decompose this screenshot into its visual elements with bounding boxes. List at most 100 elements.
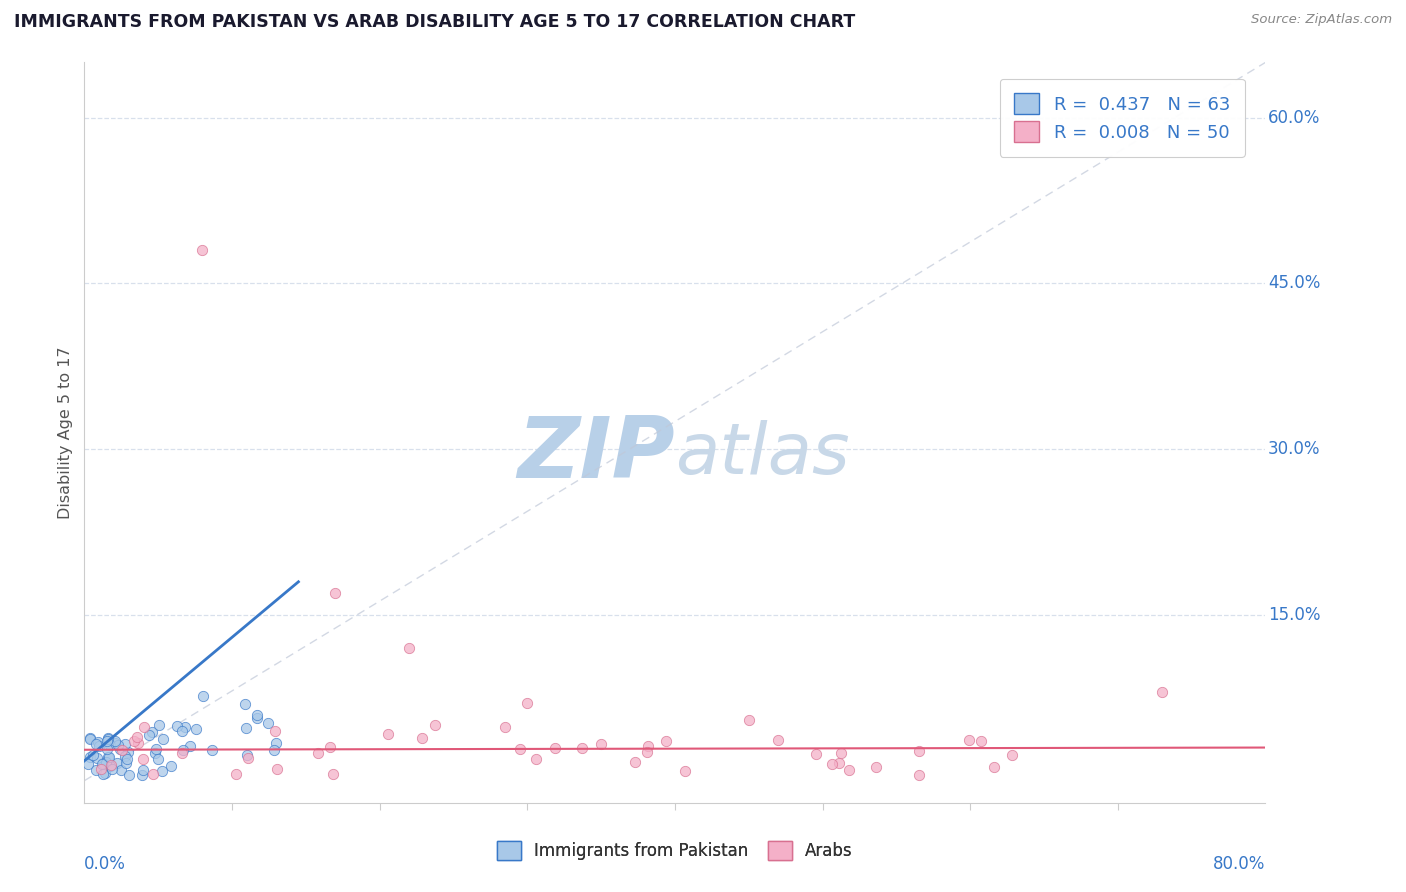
- Point: [101, 762, 124, 776]
- Point: [91, 756, 114, 771]
- Point: [908, 768, 931, 782]
- Text: 80.0%: 80.0%: [1213, 855, 1265, 872]
- Text: atlas: atlas: [675, 420, 849, 490]
- Point: [907, 743, 929, 757]
- Point: [132, 720, 155, 734]
- Point: [307, 746, 329, 760]
- Point: [111, 743, 134, 757]
- Point: [97, 731, 120, 745]
- Point: [423, 718, 446, 732]
- Point: [89, 739, 111, 754]
- Text: IMMIGRANTS FROM PAKISTAN VS ARAB DISABILITY AGE 5 TO 17 CORRELATION CHART: IMMIGRANTS FROM PAKISTAN VS ARAB DISABIL…: [14, 13, 855, 31]
- Point: [524, 752, 547, 766]
- Point: [77, 756, 100, 771]
- Point: [125, 730, 148, 744]
- Point: [170, 746, 193, 760]
- Point: [1001, 748, 1024, 763]
- Point: [201, 743, 224, 757]
- Point: [637, 739, 659, 754]
- Point: [509, 742, 531, 756]
- Text: 30.0%: 30.0%: [1268, 440, 1320, 458]
- Point: [94, 766, 117, 780]
- Point: [325, 586, 347, 600]
- Point: [128, 736, 150, 750]
- Point: [191, 689, 214, 703]
- Point: [82, 747, 104, 762]
- Point: [114, 737, 136, 751]
- Point: [138, 728, 160, 742]
- Point: [114, 756, 136, 770]
- Point: [79, 731, 101, 746]
- Point: [494, 720, 516, 734]
- Point: [96, 734, 118, 748]
- Point: [110, 763, 132, 777]
- Point: [184, 722, 207, 736]
- Point: [98, 759, 121, 773]
- Point: [264, 723, 287, 738]
- Point: [571, 740, 593, 755]
- Point: [145, 742, 167, 756]
- Point: [79, 750, 101, 764]
- Point: [96, 742, 118, 756]
- Point: [107, 738, 129, 752]
- Point: [838, 763, 860, 777]
- Point: [738, 713, 761, 727]
- Point: [91, 757, 114, 772]
- Point: [104, 734, 127, 748]
- Point: [131, 768, 153, 782]
- Point: [160, 759, 183, 773]
- Point: [235, 721, 257, 735]
- Y-axis label: Disability Age 5 to 17: Disability Age 5 to 17: [58, 346, 73, 519]
- Point: [828, 756, 851, 771]
- Point: [148, 751, 170, 765]
- Point: [100, 758, 122, 772]
- Point: [172, 742, 194, 756]
- Point: [322, 766, 344, 780]
- Point: [115, 752, 138, 766]
- Text: Source: ZipAtlas.com: Source: ZipAtlas.com: [1251, 13, 1392, 27]
- Point: [957, 732, 980, 747]
- Point: [142, 766, 165, 780]
- Point: [266, 762, 288, 776]
- Point: [166, 719, 188, 733]
- Point: [654, 734, 676, 748]
- Text: 15.0%: 15.0%: [1268, 606, 1320, 624]
- Point: [257, 715, 280, 730]
- Text: 0.0%: 0.0%: [84, 855, 127, 872]
- Point: [245, 711, 267, 725]
- Point: [174, 720, 197, 734]
- Point: [264, 736, 287, 750]
- Point: [318, 740, 340, 755]
- Point: [377, 726, 399, 740]
- Point: [143, 747, 166, 761]
- Point: [90, 762, 112, 776]
- Point: [97, 750, 120, 764]
- Point: [865, 759, 887, 773]
- Point: [114, 749, 136, 764]
- Point: [806, 747, 828, 761]
- Point: [623, 756, 645, 770]
- Point: [98, 738, 121, 752]
- Point: [97, 750, 120, 764]
- Text: 60.0%: 60.0%: [1268, 109, 1320, 127]
- Point: [636, 745, 658, 759]
- Point: [86, 751, 108, 765]
- Point: [411, 731, 433, 746]
- Point: [84, 737, 107, 751]
- Point: [132, 752, 155, 766]
- Point: [263, 743, 285, 757]
- Point: [1150, 685, 1173, 699]
- Point: [122, 734, 145, 748]
- Point: [152, 731, 174, 746]
- Legend: Immigrants from Pakistan, Arabs: Immigrants from Pakistan, Arabs: [489, 832, 860, 869]
- Point: [141, 724, 163, 739]
- Point: [84, 763, 107, 777]
- Point: [179, 739, 201, 754]
- Point: [79, 731, 101, 746]
- Text: ZIP: ZIP: [517, 413, 675, 496]
- Point: [673, 764, 696, 778]
- Point: [516, 697, 538, 711]
- Point: [91, 766, 114, 780]
- Text: 45.0%: 45.0%: [1268, 275, 1320, 293]
- Point: [148, 718, 170, 732]
